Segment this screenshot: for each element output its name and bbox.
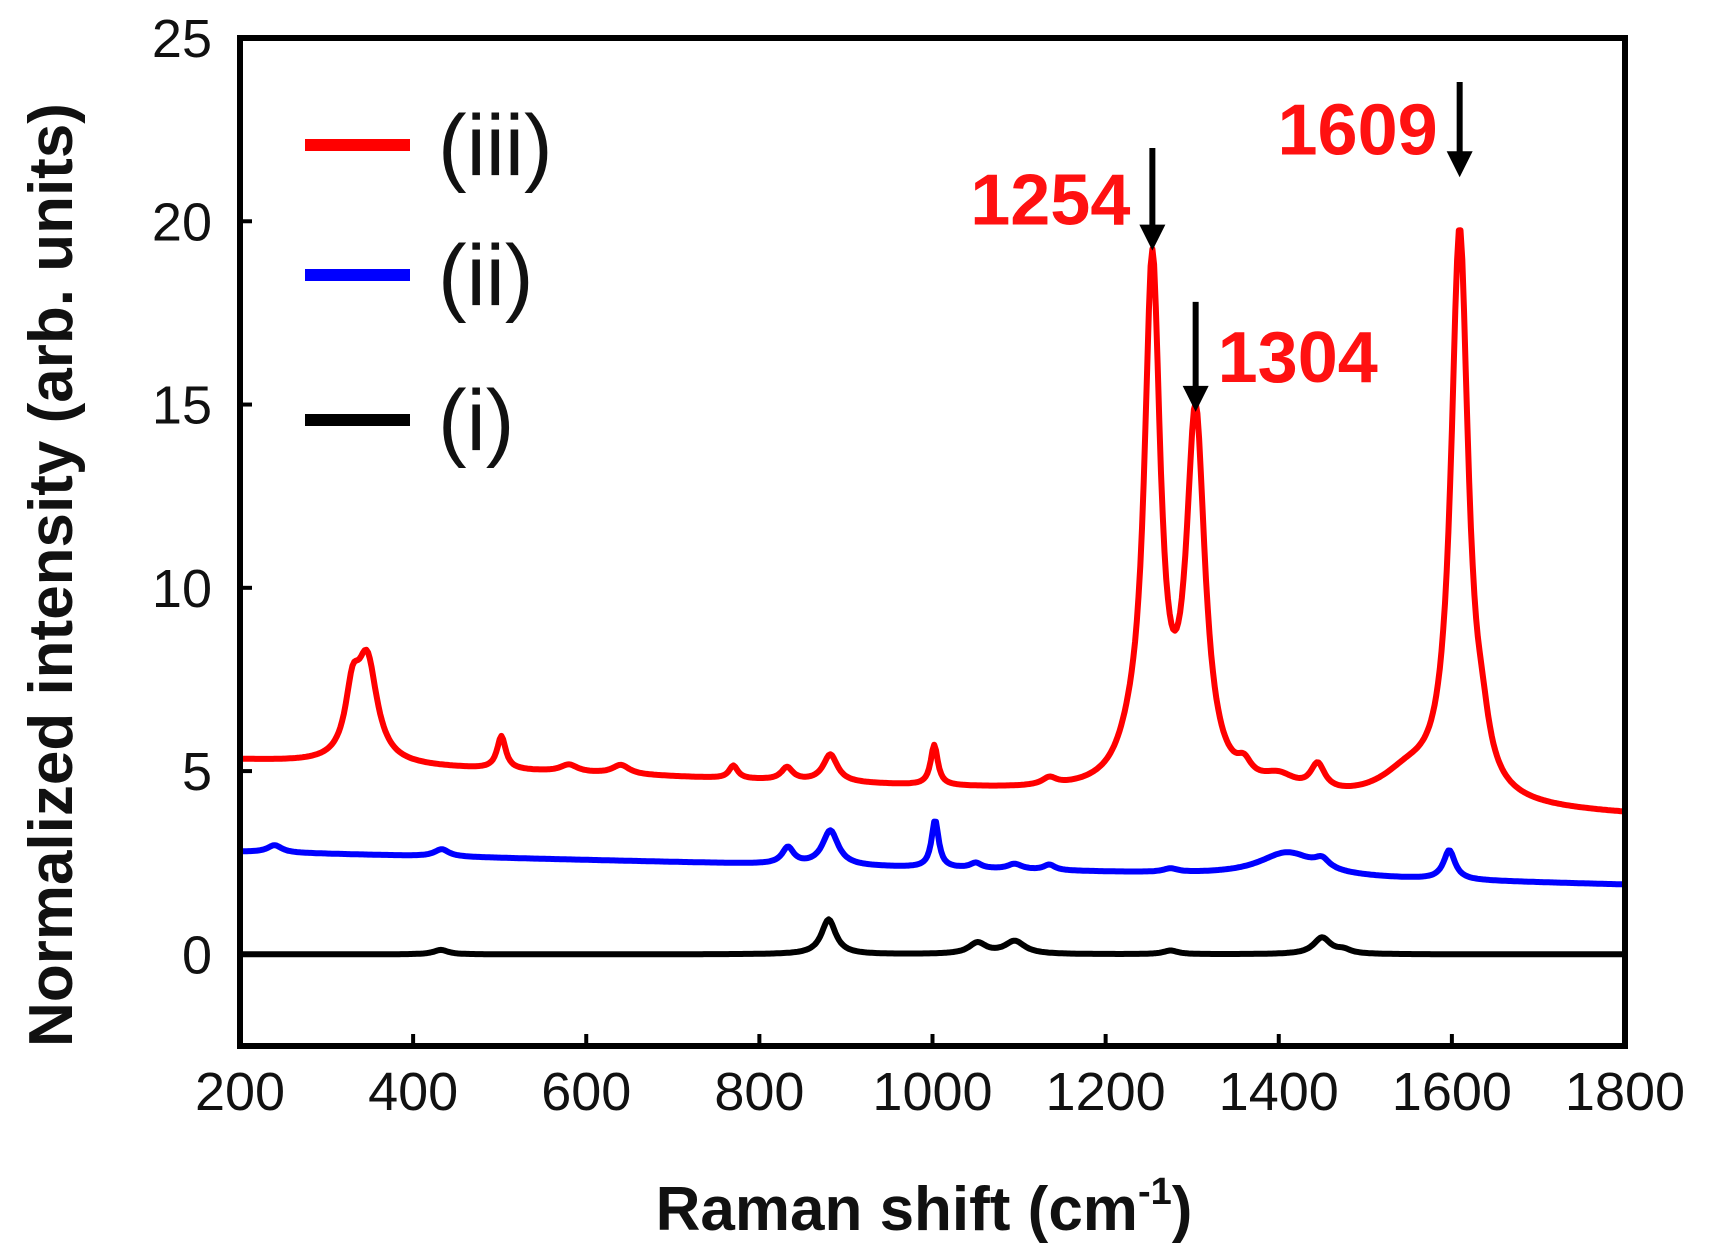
x-tick-label: 1400 xyxy=(1219,1062,1339,1122)
legend: (iii) (ii) (i) xyxy=(305,98,553,469)
annotation-arrowhead xyxy=(1182,385,1209,412)
x-tick-label: 800 xyxy=(714,1062,804,1122)
series-lines xyxy=(238,227,1627,958)
peak-annotations: 1254 1304 1609 xyxy=(970,81,1473,412)
y-tick-label: 5 xyxy=(182,742,212,802)
axis-ticks: 200 400 600 800 1000 1200 1400 1600 1800 0 5 10 15 20… xyxy=(152,9,1685,1122)
legend-label: (ii) xyxy=(438,228,534,324)
y-tick-label: 20 xyxy=(152,192,212,252)
annotation-arrowhead xyxy=(1139,224,1166,251)
y-tick-label: 25 xyxy=(152,9,212,69)
annotation-arrowhead xyxy=(1446,151,1473,178)
x-tick-label: 1000 xyxy=(872,1062,992,1122)
x-tick-label: 600 xyxy=(541,1062,631,1122)
x-tick-label: 1800 xyxy=(1565,1062,1685,1122)
x-axis-title: Raman shift (cm-1) xyxy=(656,1171,1193,1244)
series-line-2 xyxy=(238,916,1627,958)
series-line-1 xyxy=(238,818,1627,888)
annotation-label: 1304 xyxy=(1218,318,1378,398)
y-tick-label: 15 xyxy=(152,376,212,436)
x-tick-label: 1200 xyxy=(1046,1062,1166,1122)
series-line-0 xyxy=(238,227,1627,815)
x-tick-label: 1600 xyxy=(1392,1062,1512,1122)
x-tick-label: 200 xyxy=(195,1062,285,1122)
legend-label: (i) xyxy=(438,373,514,469)
y-axis-title: Normalized intensity (arb. units) xyxy=(17,103,86,1047)
annotation-label: 1254 xyxy=(970,160,1130,240)
annotation-label: 1609 xyxy=(1277,91,1437,171)
y-tick-label: 0 xyxy=(182,925,212,985)
y-tick-label: 10 xyxy=(152,559,212,619)
legend-label: (iii) xyxy=(438,98,553,194)
x-tick-label: 400 xyxy=(368,1062,458,1122)
